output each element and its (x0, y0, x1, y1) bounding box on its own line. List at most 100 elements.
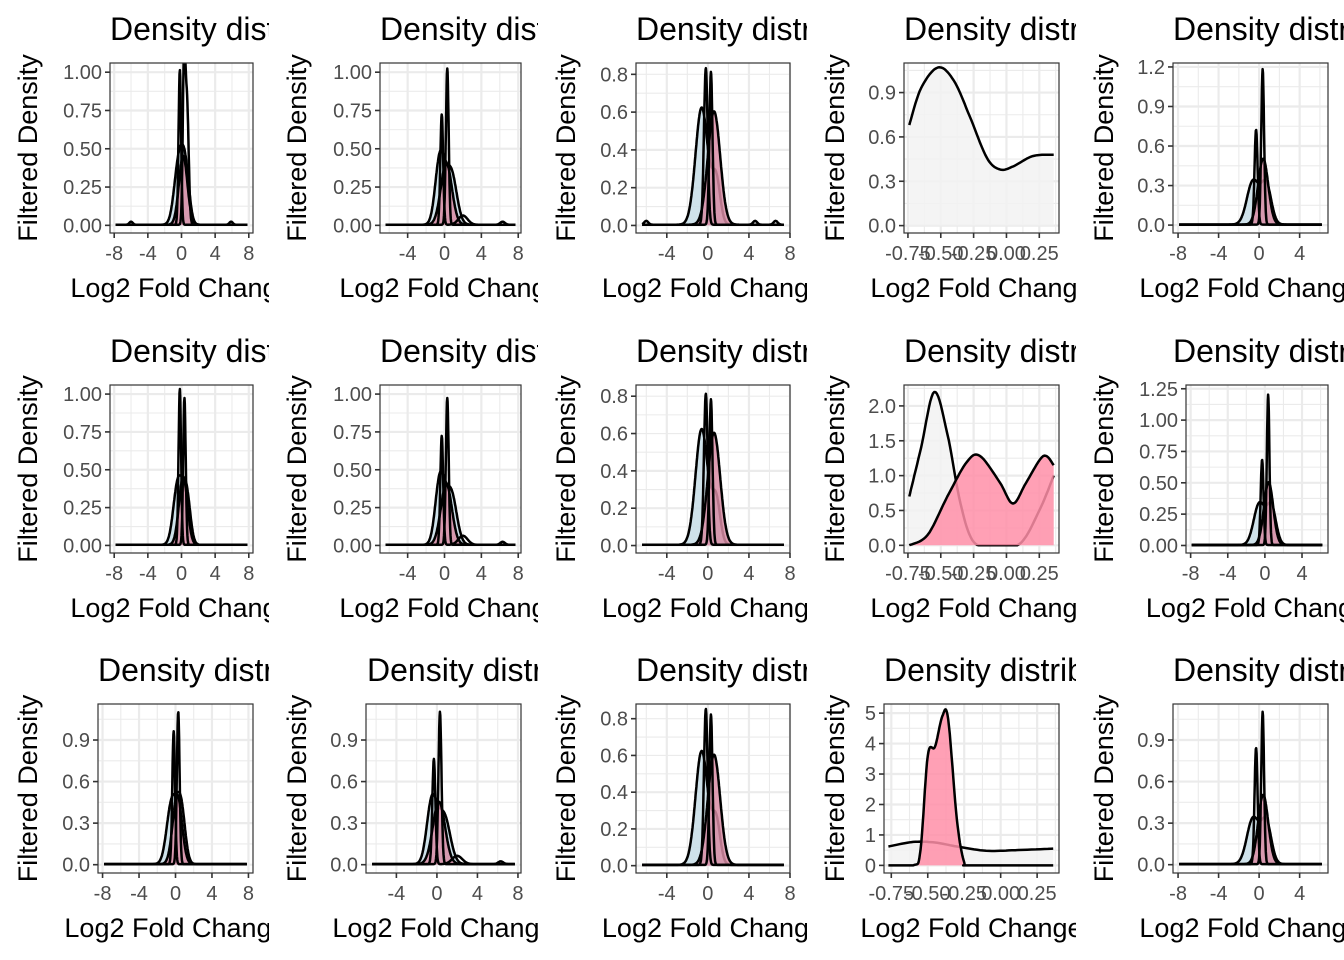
y-tick-label: 1.00 (333, 62, 372, 84)
y-tick-label: 0.5 (868, 500, 896, 522)
x-tick-label: 8 (243, 563, 254, 585)
y-tick-label: 0.00 (63, 215, 102, 237)
y-tick-label: 2 (865, 794, 876, 816)
y-axis-title: Filtered Density (551, 54, 581, 242)
y-tick-label: 0.0 (600, 856, 628, 878)
y-tick-label: 1 (865, 825, 876, 847)
x-axis-title: Log2 Fold Change (860, 913, 1082, 943)
x-tick-label: 8 (513, 243, 524, 265)
x-tick-label: -0.25 (951, 243, 997, 265)
y-tick-label: 1.0 (868, 466, 896, 488)
x-axis-title: Log2 Fold Change (870, 593, 1092, 623)
x-tick-label: -4 (399, 563, 417, 585)
density-area-pink-filled (909, 454, 1054, 546)
x-tick-label: 0 (176, 563, 187, 585)
x-tick-label: 0 (1259, 563, 1270, 585)
y-tick-label: 1.25 (1139, 379, 1178, 401)
y-tick-label: 0.50 (63, 139, 102, 161)
series-group (371, 710, 516, 866)
x-tick-label: 4 (472, 883, 483, 905)
y-tick-label: 1.00 (63, 384, 102, 406)
panel-border (903, 384, 1060, 554)
panel-title: Density distribution (110, 333, 380, 369)
panel-title: Density distribution (367, 652, 637, 688)
y-tick-label: 1.00 (1139, 410, 1178, 432)
x-tick-label: 4 (743, 883, 754, 905)
x-tick-label: -4 (658, 883, 676, 905)
x-axis-title: Log2 Fold Change (1139, 913, 1344, 943)
y-tick-label: 0.00 (333, 215, 372, 237)
y-tick-label: 0.50 (63, 460, 102, 482)
y-tick-label: 0.75 (63, 422, 102, 444)
density-line-pink-filled (908, 453, 1055, 547)
y-axis-title: Filtered Density (820, 375, 850, 563)
panel-7: 0.00 0.25 0.50 0.75 1.00 -4 0 4 8 Density distrib… (282, 333, 538, 623)
y-tick-label: 0.2 (600, 178, 628, 200)
x-tick-label: 8 (784, 563, 795, 585)
x-tick-label: 0.00 (987, 243, 1026, 265)
x-tick-label: -0.50 (905, 883, 951, 905)
panel-title: Density distribution (110, 11, 380, 47)
panel-title: Density distribution (636, 652, 906, 688)
x-tick-label: 8 (784, 883, 795, 905)
y-tick-label: 0.00 (333, 535, 372, 557)
y-tick-label: 0.50 (333, 139, 372, 161)
x-tick-label: -4 (387, 883, 405, 905)
y-tick-label: 0.3 (1137, 176, 1165, 198)
density-line-sharp-b (371, 710, 516, 866)
density-line-sharp-b (641, 70, 785, 226)
x-tick-label: 8 (512, 883, 523, 905)
y-tick-label: 0.3 (868, 171, 896, 193)
y-tick-label: 0.00 (1139, 535, 1178, 557)
series-group (1190, 393, 1324, 547)
y-axis-title: Filtered Density (820, 54, 850, 242)
y-tick-label: 0.25 (333, 498, 372, 520)
x-tick-label: 0.00 (981, 883, 1020, 905)
y-tick-label: 0.25 (333, 177, 372, 199)
y-tick-label: 1.00 (63, 62, 102, 84)
y-axis-title: Filtered Density (282, 375, 312, 563)
y-tick-label: 0.0 (330, 855, 358, 877)
y-tick-label: 0.3 (1137, 813, 1165, 835)
y-axis-title: Filtered Density (13, 375, 43, 563)
y-tick-label: 0.2 (600, 498, 628, 520)
panel-2: 0.00 0.25 0.50 0.75 1.00 -4 0 4 8 Density distrib… (282, 11, 650, 303)
panel-title: Density distribution (1173, 333, 1344, 369)
y-tick-label: 0.0 (868, 216, 896, 238)
x-tick-label: -8 (105, 243, 123, 265)
x-tick-label: 8 (243, 883, 254, 905)
y-tick-label: 0.0 (62, 855, 90, 877)
x-tick-label: -8 (94, 883, 112, 905)
y-tick-label: 0.25 (1139, 504, 1178, 526)
panel-border (883, 703, 1060, 874)
panel-3: 0.0 0.2 0.4 0.6 0.8 -4 0 4 8 Density distribution… (551, 11, 807, 303)
panel-13: 0.0 0.2 0.4 0.6 0.8 -4 0 4 8 Density distribution… (551, 652, 906, 943)
density-line-grey-filled (908, 66, 1054, 172)
y-axis-title: Filtered Density (282, 694, 312, 882)
series-group (103, 711, 248, 866)
x-tick-label: 0 (1254, 243, 1265, 265)
y-tick-label: 0.6 (600, 102, 628, 124)
x-tick-label: 0 (439, 563, 450, 585)
density-line-sharp-b (384, 67, 517, 226)
panel-title: Density distribution (1173, 11, 1344, 47)
series-group (114, 63, 249, 226)
panel-border (1172, 62, 1329, 234)
panel-border (635, 384, 791, 554)
x-tick-label: -0.25 (941, 883, 987, 905)
y-tick-label: 0.3 (330, 813, 358, 835)
panel-12: 0.0 0.3 0.6 0.9 -4 0 4 8 Density distribution Log… (282, 652, 637, 943)
x-tick-label: -0.75 (885, 243, 931, 265)
x-tick-label: -4 (658, 563, 676, 585)
y-tick-label: 0.0 (1137, 215, 1165, 237)
x-tick-label: 8 (784, 243, 795, 265)
panel-title: Density distribution (380, 11, 650, 47)
y-tick-label: 0.50 (333, 460, 372, 482)
y-tick-label: 1.5 (868, 431, 896, 453)
series-group (908, 66, 1054, 226)
y-axis-title: Filtered Density (551, 694, 581, 882)
density-line-sharp-b (114, 396, 249, 547)
density-line-sharp-b (384, 396, 517, 547)
x-tick-label: 0.25 (1018, 883, 1057, 905)
